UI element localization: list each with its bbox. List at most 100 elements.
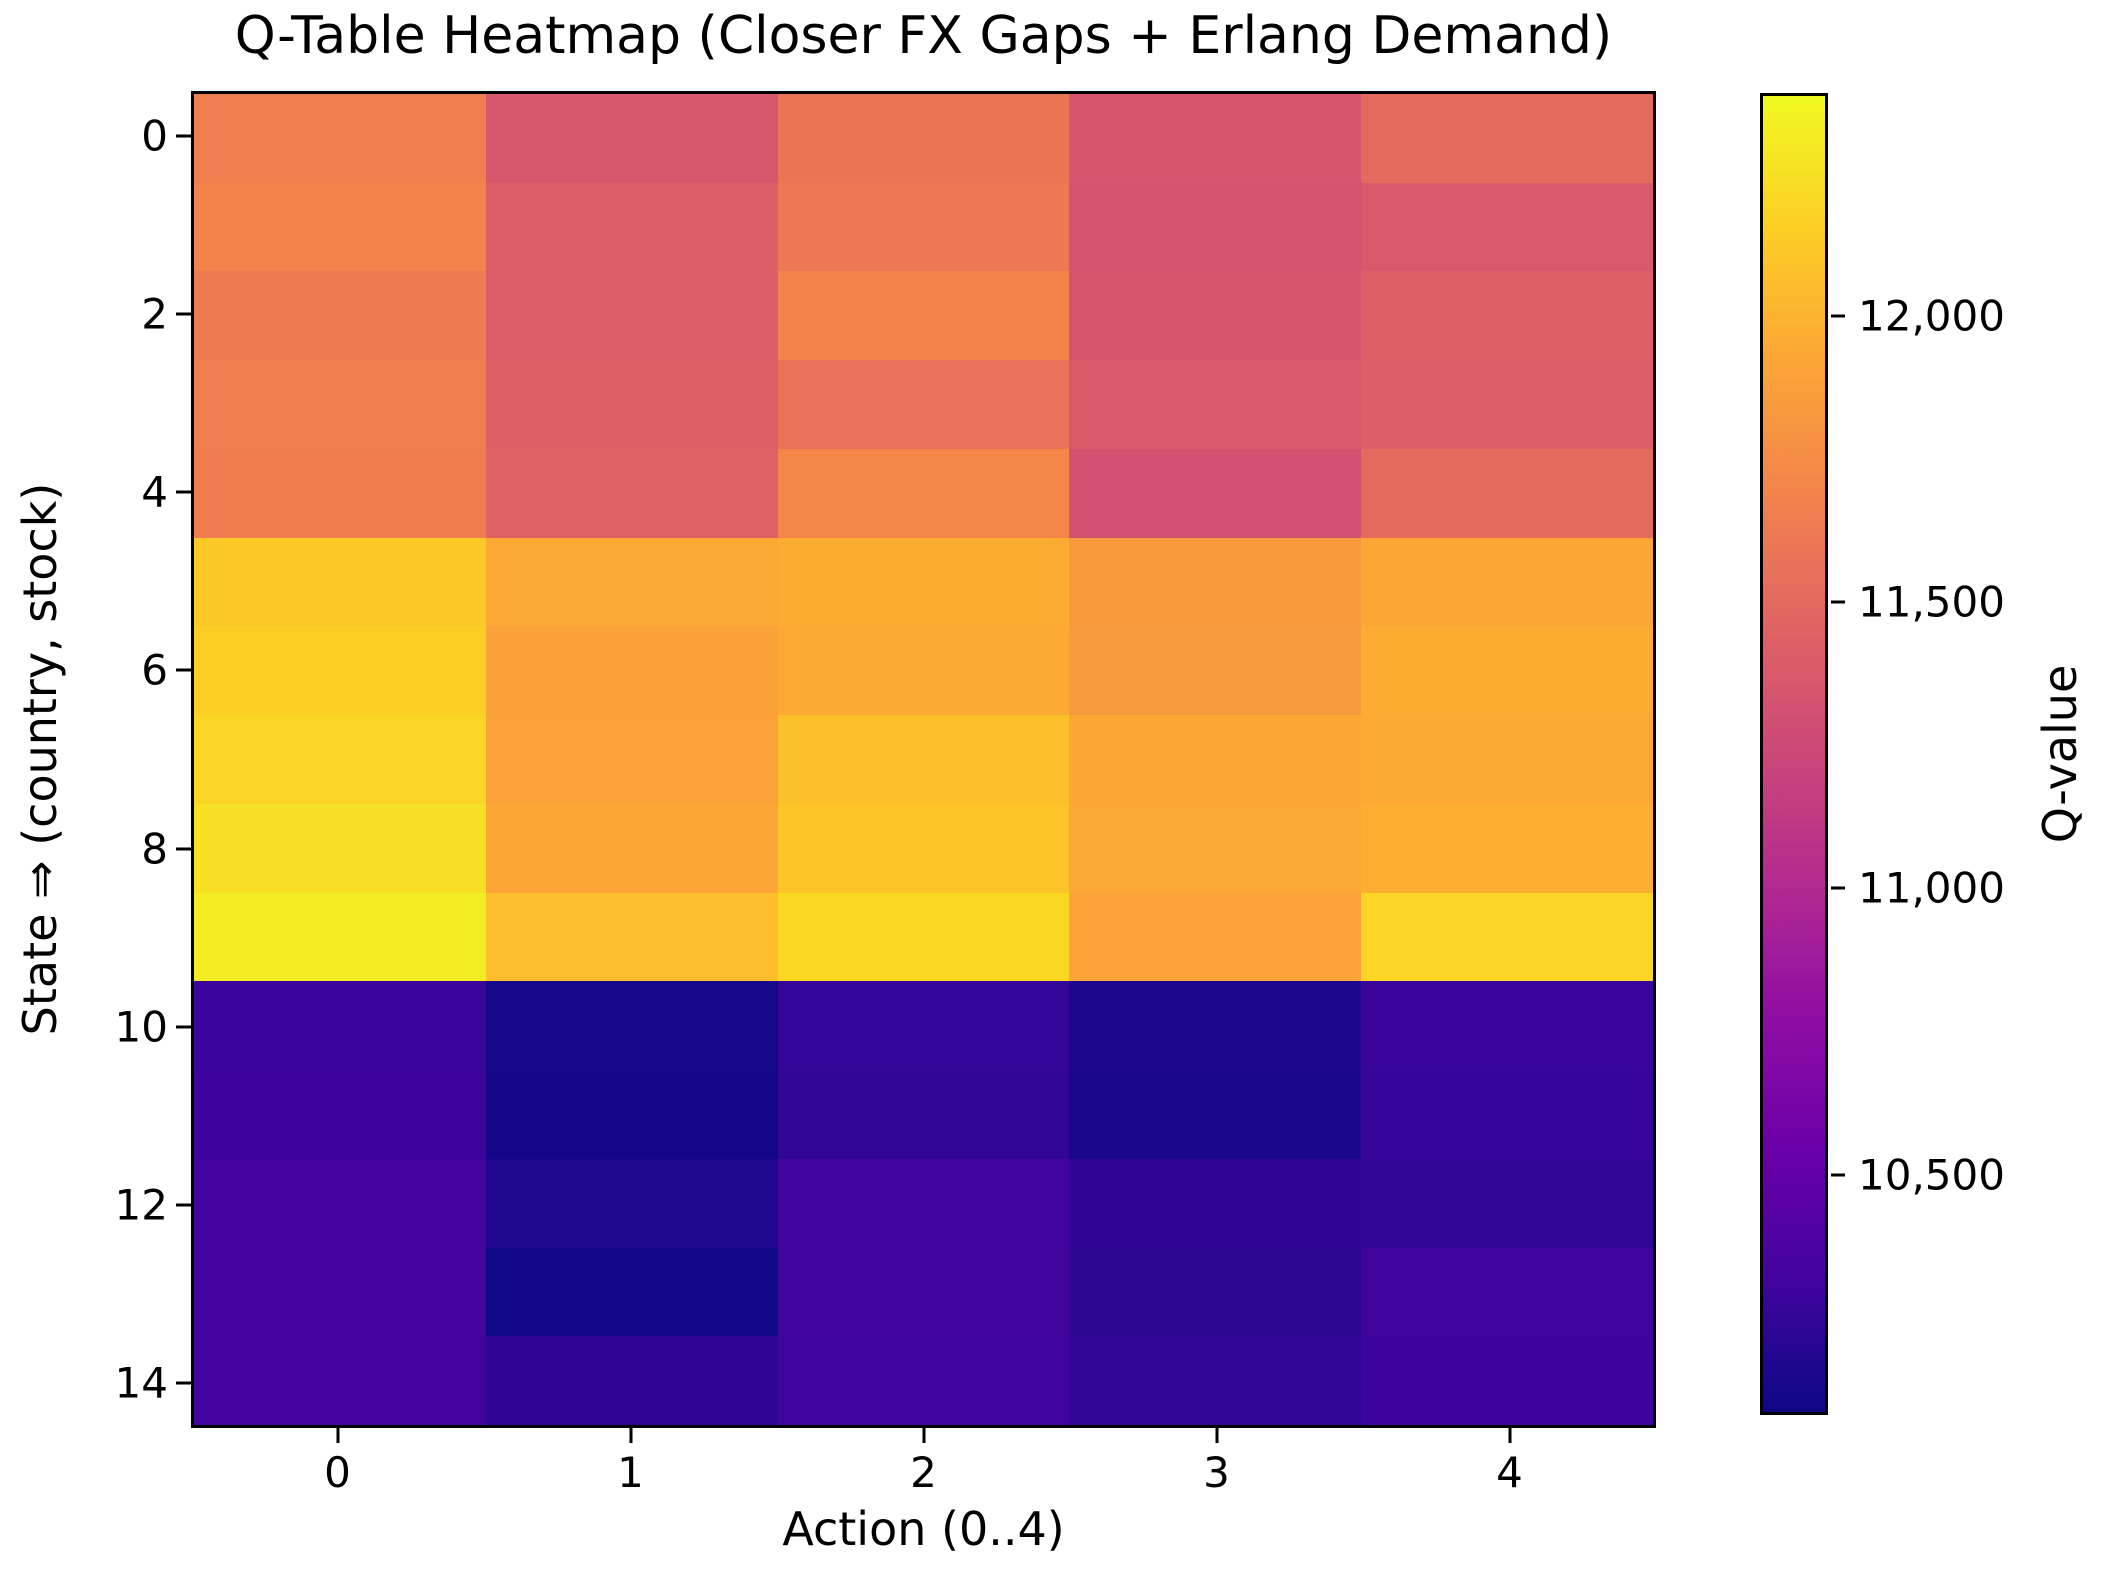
colorbar-tick-label: 11,000	[1858, 863, 2005, 913]
y-tick-mark	[176, 134, 191, 138]
heatmap-cell	[1361, 360, 1653, 449]
heatmap-cell	[485, 626, 778, 716]
heatmap-cell	[1069, 182, 1362, 272]
heatmap-cell	[194, 803, 486, 893]
heatmap-cell	[1361, 1158, 1653, 1248]
y-tick-mark	[176, 1203, 191, 1207]
heatmap-cell	[1069, 448, 1362, 538]
colorbar-tick-mark	[1831, 600, 1845, 604]
x-tick-label: 0	[324, 1448, 351, 1497]
heatmap-cell	[485, 1158, 778, 1248]
heatmap-cell	[1069, 892, 1362, 982]
heatmap-cell	[1069, 1336, 1362, 1425]
heatmap-cell	[1361, 1070, 1653, 1159]
heatmap-cell	[1361, 182, 1653, 272]
heatmap-cell	[194, 1247, 486, 1337]
heatmap-cell	[485, 715, 778, 804]
heatmap-cell	[1361, 271, 1653, 361]
y-tick-label: 6	[141, 645, 168, 695]
x-tick-mark	[629, 1428, 632, 1443]
x-tick-label: 2	[910, 1448, 937, 1497]
heatmap-cell	[194, 715, 486, 804]
heatmap-cell	[485, 182, 778, 272]
heatmap-cell	[777, 271, 1070, 361]
colorbar	[1760, 93, 1828, 1415]
heatmap-cell	[194, 1158, 486, 1248]
y-tick-label: 4	[141, 467, 168, 517]
heatmap-cell	[777, 715, 1070, 804]
y-tick-mark	[176, 312, 191, 316]
y-tick-label: 2	[141, 289, 168, 339]
heatmap-cell	[194, 1070, 486, 1159]
colorbar-tick-mark	[1831, 1173, 1845, 1177]
colorbar-label: Q-value	[2033, 664, 2087, 844]
heatmap-grid	[194, 94, 1653, 1425]
heatmap-cell	[1361, 537, 1653, 627]
heatmap-cell	[1361, 1247, 1653, 1337]
x-tick-mark	[1215, 1428, 1218, 1443]
heatmap-cell	[194, 271, 486, 361]
heatmap-cell	[485, 1336, 778, 1425]
y-tick-mark	[176, 490, 191, 494]
heatmap-cell	[1069, 715, 1362, 804]
y-tick-mark	[176, 847, 191, 851]
heatmap-cell	[777, 981, 1070, 1071]
heatmap-cell	[485, 981, 778, 1071]
heatmap-cell	[1069, 271, 1362, 361]
heatmap-cell	[1069, 360, 1362, 449]
colorbar-tick-mark	[1831, 314, 1845, 318]
heatmap-cell	[777, 892, 1070, 982]
heatmap-cell	[194, 360, 486, 449]
heatmap-cell	[485, 1247, 778, 1337]
heatmap-cell	[194, 537, 486, 627]
heatmap-cell	[485, 892, 778, 982]
x-tick-mark	[1508, 1428, 1511, 1443]
heatmap-cell	[194, 182, 486, 272]
heatmap-cell	[1361, 448, 1653, 538]
heatmap-cell	[1069, 981, 1362, 1071]
x-tick-mark	[922, 1428, 925, 1443]
heatmap-cell	[194, 94, 486, 183]
heatmap-cell	[194, 892, 486, 982]
colorbar-tick-label: 10,500	[1858, 1150, 2005, 1200]
x-tick-label: 3	[1203, 1448, 1230, 1497]
y-tick-mark	[176, 1025, 191, 1029]
heatmap-cell	[1361, 715, 1653, 804]
heatmap-cell	[1069, 626, 1362, 716]
x-tick-label: 4	[1496, 1448, 1523, 1497]
y-tick-label: 0	[141, 111, 168, 161]
heatmap-cell	[1069, 803, 1362, 893]
heatmap-cell	[485, 94, 778, 183]
y-tick-label: 12	[114, 1180, 168, 1230]
y-tick-label: 8	[141, 824, 168, 874]
y-tick-label: 10	[114, 1002, 168, 1052]
heatmap-cell	[485, 537, 778, 627]
y-axis-label: State ⇒ (country, stock)	[13, 482, 67, 1036]
x-tick-label: 1	[617, 1448, 644, 1497]
heatmap-cell	[1361, 892, 1653, 982]
heatmap-cell	[194, 1336, 486, 1425]
heatmap-cell	[485, 271, 778, 361]
heatmap-cell	[1361, 94, 1653, 183]
heatmap-cell	[777, 1247, 1070, 1337]
heatmap-cell	[1069, 1247, 1362, 1337]
y-tick-mark	[176, 1381, 191, 1385]
x-axis-label: Action (0..4)	[782, 1502, 1065, 1556]
heatmap-cell	[485, 448, 778, 538]
heatmap-cell	[777, 94, 1070, 183]
heatmap-cell	[1361, 981, 1653, 1071]
heatmap-cell	[194, 981, 486, 1071]
heatmap-cell	[485, 803, 778, 893]
colorbar-tick-label: 12,000	[1858, 291, 2005, 341]
heatmap-cell	[777, 626, 1070, 716]
heatmap-cell	[777, 1070, 1070, 1159]
heatmap-cell	[777, 448, 1070, 538]
colorbar-tick-label: 11,500	[1858, 577, 2005, 627]
heatmap-plot-area	[191, 91, 1656, 1428]
heatmap-cell	[777, 1158, 1070, 1248]
heatmap-cell	[777, 537, 1070, 627]
heatmap-cell	[777, 182, 1070, 272]
heatmap-cell	[777, 803, 1070, 893]
x-tick-mark	[336, 1428, 339, 1443]
